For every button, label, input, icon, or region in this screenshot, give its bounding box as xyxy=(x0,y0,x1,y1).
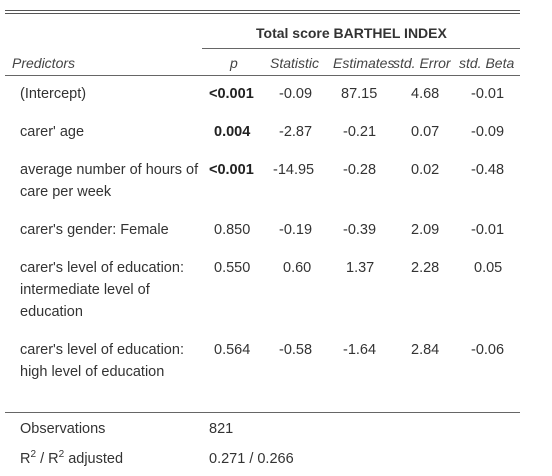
row-p: 0.550 xyxy=(214,260,251,276)
title-underline xyxy=(202,48,520,49)
row-statistic: -2.87 xyxy=(279,124,313,140)
row-std-error: 2.09 xyxy=(411,222,440,238)
row-predictor: carer' age xyxy=(20,124,85,140)
row-std-error: 0.02 xyxy=(411,162,440,178)
header-std-beta: std. Beta xyxy=(459,55,515,71)
row-estimate: -0.28 xyxy=(343,162,377,178)
row-p: <0.001 xyxy=(209,162,254,178)
table-top-rule xyxy=(5,10,520,14)
row-estimate: -1.64 xyxy=(343,342,377,358)
row-predictor: average number of hours of care per week xyxy=(20,162,199,200)
row-std-beta: -0.01 xyxy=(471,222,505,238)
row-std-beta: -0.09 xyxy=(471,124,505,140)
row-estimate: 1.37 xyxy=(346,260,375,276)
r2-label-text: R2 / R2 adjusted xyxy=(20,449,124,467)
row-p: <0.001 xyxy=(209,86,254,102)
row-std-error: 2.28 xyxy=(411,260,440,276)
row-predictor: carer's level of education: high level o… xyxy=(20,342,184,380)
row-std-beta: -0.01 xyxy=(471,86,505,102)
row-statistic: -0.19 xyxy=(279,222,313,238)
header-p: p xyxy=(230,55,238,71)
table-title: Total score BARTHEL INDEX xyxy=(256,25,447,41)
row-std-error: 4.68 xyxy=(411,86,440,102)
row-estimate: 87.15 xyxy=(341,86,378,102)
row-predictor: (Intercept) xyxy=(20,86,87,102)
row-std-beta: -0.48 xyxy=(471,162,505,178)
row-predictor: carer's level of education: intermediate… xyxy=(20,260,184,320)
observations-label: Observations xyxy=(20,421,106,437)
header-predictors: Predictors xyxy=(12,55,76,71)
row-std-beta: 0.05 xyxy=(474,260,503,276)
row-estimate: -0.39 xyxy=(343,222,377,238)
observations-value: 821 xyxy=(209,421,234,437)
r2-value: 0.271 / 0.266 xyxy=(209,451,294,467)
header-std-error: std. Error xyxy=(393,55,451,71)
row-statistic: 0.60 xyxy=(283,260,312,276)
header-rule xyxy=(5,75,520,76)
row-std-error: 0.07 xyxy=(411,124,440,140)
row-p: 0.850 xyxy=(214,222,251,238)
row-statistic: -0.09 xyxy=(279,86,313,102)
r2-label: R2 / R2 adjusted xyxy=(20,448,123,470)
row-statistic: -14.95 xyxy=(273,162,315,178)
row-std-beta: -0.06 xyxy=(471,342,505,358)
row-estimate: -0.21 xyxy=(343,124,377,140)
row-std-error: 2.84 xyxy=(411,342,440,358)
header-estimates: Estimates xyxy=(333,55,395,71)
row-p: 0.004 xyxy=(214,124,251,140)
row-predictor: carer's gender: Female xyxy=(20,222,169,238)
row-p: 0.564 xyxy=(214,342,251,358)
row-statistic: -0.58 xyxy=(279,342,313,358)
footer-rule xyxy=(5,412,520,413)
header-statistic: Statistic xyxy=(270,55,320,71)
